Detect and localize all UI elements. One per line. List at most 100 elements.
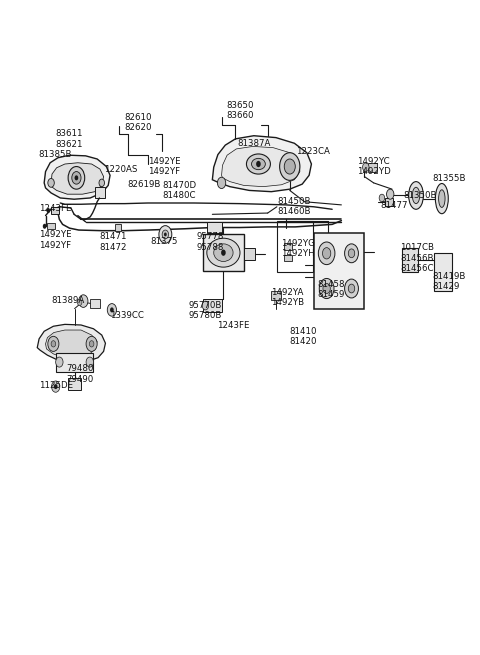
Circle shape [159,225,172,243]
Bar [51,207,60,214]
Bar [115,225,121,231]
Circle shape [386,189,394,199]
Circle shape [256,161,261,167]
Text: 82610
82620: 82610 82620 [124,113,152,132]
Circle shape [79,295,88,307]
Circle shape [379,194,384,202]
Bar [385,198,394,206]
Circle shape [362,162,369,172]
Text: 81410
81420: 81410 81420 [289,327,317,346]
Text: 1243FE: 1243FE [38,204,71,212]
Bar [203,299,222,312]
Bar [284,243,292,250]
Bar [402,248,419,272]
Circle shape [348,249,355,257]
Ellipse shape [408,181,423,210]
Text: 1220AS: 1220AS [104,164,137,174]
Text: 1017CB
81456B
81456C: 1017CB 81456B 81456C [400,244,434,273]
Text: 81387A: 81387A [237,139,271,148]
Bar [368,162,377,172]
Text: 81477: 81477 [381,201,408,210]
Text: 83650
83660: 83650 83660 [226,101,254,121]
Bar [284,255,292,261]
Text: 81458
81459: 81458 81459 [317,280,345,299]
Circle shape [345,244,359,263]
Circle shape [284,159,295,174]
Ellipse shape [412,187,420,204]
Circle shape [56,357,63,367]
Circle shape [86,336,97,351]
Text: 1492YE
1492YF: 1492YE 1492YF [38,231,71,250]
Circle shape [77,299,82,305]
Text: 1223CA: 1223CA [296,147,330,156]
Polygon shape [46,330,97,358]
Bar [277,221,313,272]
Polygon shape [51,162,104,194]
Circle shape [221,250,226,256]
Circle shape [48,336,59,351]
Circle shape [47,208,50,213]
Text: 83611
83621: 83611 83621 [56,129,83,149]
Text: 1125DE: 1125DE [38,381,73,390]
Circle shape [108,304,117,316]
Text: 82619B: 82619B [128,180,161,189]
Circle shape [110,307,114,312]
Bar [68,378,82,390]
Circle shape [323,284,330,293]
Bar [48,223,55,229]
Text: 1492YE
1492YF: 1492YE 1492YF [148,157,180,176]
Text: 81419B
81429: 81419B 81429 [432,272,466,291]
Bar [207,222,223,233]
Circle shape [162,230,168,239]
Circle shape [164,233,167,236]
Text: 81350B: 81350B [404,191,437,200]
Polygon shape [222,147,300,187]
Ellipse shape [214,244,233,261]
Text: 95778
95788: 95778 95788 [196,233,224,252]
Text: 95770B
95780B: 95770B 95780B [188,301,222,320]
Ellipse shape [252,159,265,170]
Polygon shape [212,136,312,192]
Bar [96,187,105,198]
Circle shape [345,279,359,298]
Circle shape [54,384,58,389]
Circle shape [318,242,335,265]
Circle shape [72,172,81,184]
Ellipse shape [439,190,445,208]
Circle shape [323,248,331,259]
Text: 81375: 81375 [151,238,178,246]
Circle shape [68,166,84,189]
Text: 81389A: 81389A [51,296,84,305]
Ellipse shape [435,183,448,214]
Circle shape [51,341,56,347]
Text: 1492YG
1492YH: 1492YG 1492YH [281,238,315,258]
Circle shape [89,341,94,347]
Circle shape [348,284,355,293]
Bar [433,253,452,291]
Text: 81450B
81460B: 81450B 81460B [278,197,312,216]
Text: 81470D
81480C: 81470D 81480C [163,181,197,200]
Text: 1492YA
1492YB: 1492YA 1492YB [271,288,304,307]
Circle shape [319,278,334,299]
Bar [244,248,255,259]
Text: 81355B: 81355B [432,174,466,183]
Polygon shape [37,324,106,363]
Circle shape [99,179,105,187]
Bar [90,299,100,308]
Text: 1243FE: 1243FE [217,321,250,330]
Polygon shape [44,155,110,199]
Text: 79480
79490: 79480 79490 [66,364,93,384]
Bar [271,291,280,300]
Ellipse shape [207,238,240,267]
Bar [203,234,244,271]
Text: 1339CC: 1339CC [110,311,144,320]
Circle shape [74,176,78,180]
Text: 81385B: 81385B [38,150,72,159]
Circle shape [48,178,54,187]
Bar [314,233,364,309]
Circle shape [43,224,47,229]
Circle shape [202,301,209,310]
Bar [56,352,94,371]
Circle shape [280,153,300,180]
Text: 1492YC
1492YD: 1492YC 1492YD [358,157,391,176]
